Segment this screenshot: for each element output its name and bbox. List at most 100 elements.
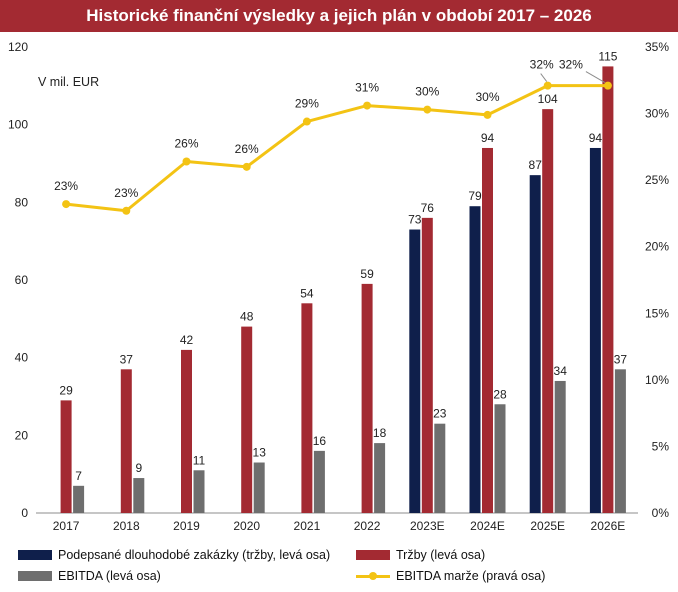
x-axis-tick-label: 2026E bbox=[591, 519, 626, 533]
point-ebitda-margin bbox=[363, 101, 372, 110]
data-label-revenue: 29 bbox=[59, 383, 73, 397]
bar-backlog bbox=[469, 206, 481, 513]
data-label-revenue: 115 bbox=[598, 49, 617, 63]
left-axis-tick-label: 0 bbox=[21, 506, 28, 520]
point-ebitda-margin bbox=[603, 81, 612, 90]
legend-swatch-revenue bbox=[356, 550, 390, 560]
right-axis-tick-label: 15% bbox=[645, 306, 669, 320]
left-axis-tick-label: 80 bbox=[15, 195, 29, 209]
legend: Podepsané dlouhodobé zakázky (tržby, lev… bbox=[0, 538, 678, 592]
point-ebitda-margin bbox=[122, 206, 131, 215]
right-axis-tick-label: 10% bbox=[645, 373, 669, 387]
data-label-ebitda: 37 bbox=[614, 352, 628, 366]
data-label-ebitda-margin: 23% bbox=[54, 179, 78, 193]
legend-label-revenue: Tržby (levá osa) bbox=[396, 548, 486, 562]
data-label-ebitda-margin: 26% bbox=[174, 137, 198, 151]
data-label-ebitda-margin: 32% bbox=[559, 58, 583, 72]
legend-swatch-backlog bbox=[18, 550, 52, 560]
bar-ebitda bbox=[193, 470, 205, 513]
bar-ebitda bbox=[614, 369, 626, 513]
bar-revenue bbox=[301, 303, 313, 513]
right-axis-tick-label: 0% bbox=[652, 506, 670, 520]
bar-revenue bbox=[361, 283, 373, 513]
left-axis-tick-label: 60 bbox=[15, 273, 29, 287]
data-label-ebitda: 23 bbox=[433, 407, 447, 421]
x-axis-tick-label: 2022 bbox=[354, 519, 381, 533]
bar-revenue bbox=[181, 349, 192, 513]
bar-revenue bbox=[421, 217, 433, 513]
right-axis-tick-label: 35% bbox=[645, 40, 669, 54]
data-label-ebitda: 11 bbox=[193, 453, 206, 467]
point-ebitda-margin bbox=[543, 81, 552, 90]
legend-label-margin: EBITDA marže (pravá osa) bbox=[396, 569, 546, 583]
bar-backlog bbox=[529, 175, 541, 513]
data-label-ebitda: 13 bbox=[253, 446, 267, 460]
bar-revenue bbox=[482, 147, 493, 513]
right-axis-tick-label: 25% bbox=[645, 173, 669, 187]
x-axis-tick-label: 2021 bbox=[294, 519, 321, 533]
data-label-ebitda-margin: 29% bbox=[295, 97, 319, 111]
left-axis-tick-label: 120 bbox=[8, 40, 28, 54]
data-label-ebitda: 18 bbox=[373, 426, 387, 440]
point-ebitda-margin bbox=[302, 117, 311, 126]
bar-revenue bbox=[602, 66, 614, 514]
bar-ebitda bbox=[374, 443, 386, 513]
legend-swatch-ebitda bbox=[18, 571, 52, 581]
x-axis-tick-label: 2020 bbox=[233, 519, 260, 533]
data-label-ebitda: 7 bbox=[75, 469, 82, 483]
bar-backlog bbox=[409, 229, 421, 513]
left-axis-tick-label: 20 bbox=[15, 428, 29, 442]
data-label-backlog: 94 bbox=[589, 131, 603, 145]
x-axis-tick-label: 2023E bbox=[410, 519, 445, 533]
data-label-ebitda-margin: 31% bbox=[355, 81, 379, 95]
legend-swatch-margin bbox=[356, 572, 390, 580]
point-ebitda-margin bbox=[182, 157, 191, 166]
point-ebitda-margin bbox=[483, 110, 492, 119]
data-label-revenue: 59 bbox=[360, 267, 374, 281]
bar-backlog bbox=[589, 147, 601, 513]
bar-revenue bbox=[60, 400, 72, 513]
bar-ebitda bbox=[253, 462, 265, 513]
bar-ebitda bbox=[434, 423, 446, 513]
right-axis-tick-label: 30% bbox=[645, 107, 669, 121]
point-ebitda-margin bbox=[423, 105, 432, 114]
bar-ebitda bbox=[554, 380, 566, 513]
right-axis-tick-label: 5% bbox=[652, 439, 670, 453]
data-label-ebitda: 34 bbox=[554, 364, 568, 378]
data-label-revenue: 54 bbox=[300, 286, 314, 300]
left-axis-tick-label: 40 bbox=[15, 351, 29, 365]
data-label-backlog: 73 bbox=[408, 213, 422, 227]
data-label-backlog: 79 bbox=[468, 189, 482, 203]
data-label-ebitda-margin: 26% bbox=[235, 142, 259, 156]
data-label-ebitda-margin: 32% bbox=[530, 58, 554, 72]
point-ebitda-margin bbox=[62, 200, 71, 209]
bar-ebitda bbox=[133, 478, 145, 513]
legend-label-ebitda: EBITDA (levá osa) bbox=[58, 569, 161, 583]
x-axis-tick-label: 2017 bbox=[53, 519, 80, 533]
data-label-ebitda-margin: 23% bbox=[114, 186, 138, 200]
data-label-ebitda: 16 bbox=[313, 434, 327, 448]
x-axis-tick-label: 2024E bbox=[470, 519, 505, 533]
bar-ebitda bbox=[73, 485, 85, 513]
point-ebitda-margin bbox=[242, 162, 251, 171]
data-label-revenue: 76 bbox=[421, 201, 435, 215]
bar-revenue bbox=[241, 326, 253, 513]
chart-plot: 0 20 40 60 80 100 120 0% 5% 10% 15% 20% 25% 30% 35% V m… bbox=[8, 40, 670, 533]
bar-revenue bbox=[120, 369, 132, 513]
data-label-revenue: 94 bbox=[481, 131, 495, 145]
legend-label-backlog: Podepsané dlouhodobé zakázky (tržby, lev… bbox=[58, 548, 331, 562]
x-axis-tick-label: 2018 bbox=[113, 519, 140, 533]
bar-ebitda bbox=[313, 450, 325, 513]
data-label-revenue: 42 bbox=[180, 333, 194, 347]
unit-label: V mil. EUR bbox=[38, 75, 99, 89]
data-label-ebitda: 28 bbox=[493, 387, 507, 401]
x-axis-tick-label: 2019 bbox=[173, 519, 200, 533]
left-axis-tick-label: 100 bbox=[8, 118, 28, 132]
data-label-ebitda: 9 bbox=[135, 461, 142, 475]
data-label-backlog: 87 bbox=[529, 158, 543, 172]
data-label-revenue: 48 bbox=[240, 310, 254, 324]
bar-revenue bbox=[542, 109, 554, 513]
chart-title: Historické finanční výsledky a jejich pl… bbox=[0, 0, 678, 32]
data-label-ebitda-margin: 30% bbox=[415, 85, 439, 99]
